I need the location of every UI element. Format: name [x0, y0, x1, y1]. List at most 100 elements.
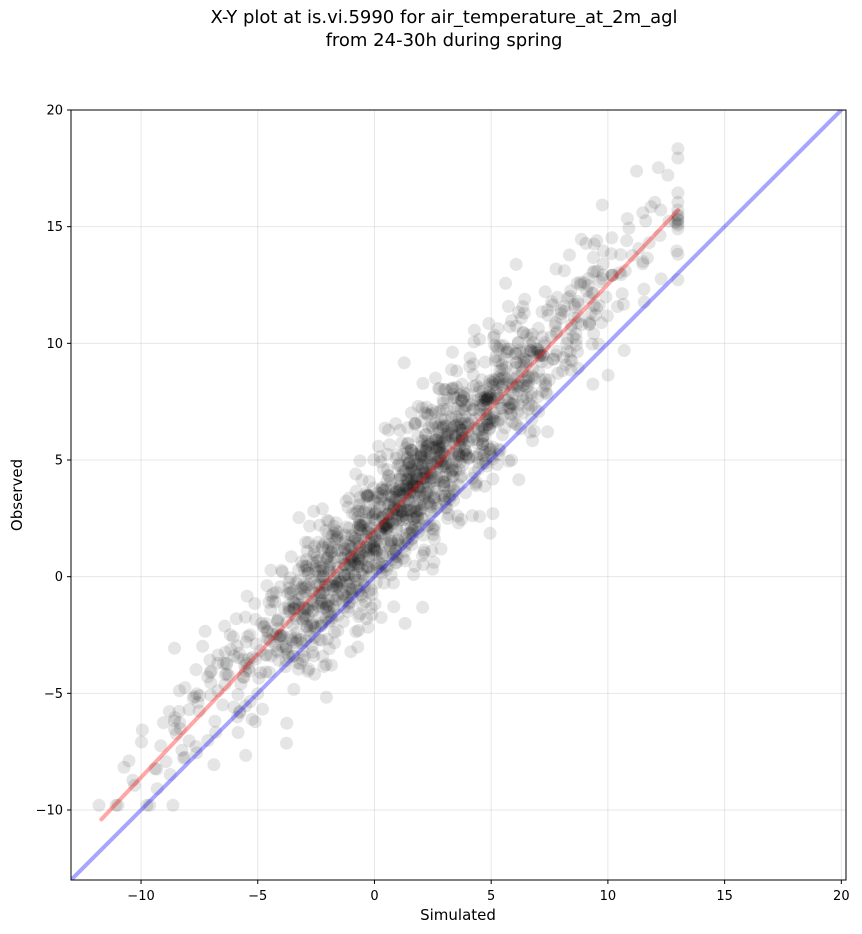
scatter-point: [482, 417, 496, 431]
scatter-point: [389, 509, 402, 523]
scatter-point: [614, 248, 628, 262]
scatter-point: [166, 798, 180, 812]
scatter-point: [308, 575, 322, 589]
scatter-point: [364, 532, 378, 545]
scatter-point: [438, 449, 452, 463]
scatter-point: [316, 541, 330, 555]
scatter-point: [375, 527, 389, 541]
scatter-point: [364, 542, 378, 556]
scatter-point: [414, 444, 428, 458]
scatter-point: [654, 203, 668, 217]
scatter-point: [418, 472, 432, 486]
scatter-point: [525, 413, 539, 426]
scatter-point: [173, 716, 187, 730]
scatter-point: [382, 469, 396, 483]
scatter-point: [387, 600, 401, 614]
scatter-point: [369, 507, 383, 521]
scatter-point: [471, 433, 485, 447]
scatter-point: [408, 473, 422, 487]
scatter-point: [405, 473, 419, 486]
scatter-point: [148, 762, 162, 776]
scatter-point: [452, 478, 465, 492]
scatter-point: [521, 402, 535, 416]
scatter-point: [316, 572, 330, 586]
scatter-point: [310, 578, 324, 592]
scatter-point: [196, 639, 210, 653]
scatter-point: [333, 544, 347, 558]
scatter-point: [307, 547, 321, 561]
scatter-point: [419, 440, 433, 454]
scatter-point: [440, 425, 454, 439]
scatter-point: [348, 557, 362, 571]
scatter-point: [522, 371, 535, 385]
scatter-point: [513, 380, 527, 394]
scatter-point: [322, 578, 336, 592]
scatter-point: [352, 498, 366, 512]
scatter-point: [386, 517, 400, 531]
scatter-point: [403, 455, 417, 469]
scatter-point: [278, 660, 292, 674]
scatter-point: [288, 602, 301, 616]
scatter-point: [466, 449, 480, 463]
scatter-point: [519, 344, 533, 358]
scatter-point: [526, 362, 540, 376]
scatter-point: [345, 550, 359, 564]
scatter-point: [379, 517, 393, 531]
scatter-point: [346, 554, 360, 568]
scatter-point: [182, 734, 196, 748]
scatter-point: [401, 483, 415, 497]
scatter-point: [393, 459, 407, 473]
scatter-point: [173, 722, 187, 736]
scatter-point: [445, 345, 459, 359]
scatter-point: [381, 463, 394, 476]
scatter-point: [352, 550, 366, 563]
scatter-point: [414, 450, 428, 464]
scatter-point: [424, 472, 438, 486]
scatter-point: [596, 257, 610, 271]
scatter-point: [370, 545, 384, 559]
scatter-point: [551, 366, 565, 380]
scatter-point: [381, 507, 395, 521]
scatter-point: [348, 530, 362, 544]
scatter-point: [488, 338, 502, 352]
scatter-point: [648, 195, 662, 209]
scatter-point: [485, 379, 499, 393]
scatter-point: [332, 575, 346, 589]
scatter-point: [413, 490, 427, 504]
scatter-point: [326, 579, 339, 593]
scatter-point: [378, 507, 392, 521]
scatter-point: [564, 322, 578, 336]
scatter-point: [178, 681, 192, 695]
scatter-point: [351, 640, 365, 654]
scatter-point: [411, 430, 425, 443]
scatter-point: [389, 451, 403, 465]
scatter-point: [504, 408, 518, 421]
scatter-point: [361, 554, 375, 568]
scatter-point: [286, 618, 300, 632]
scatter-point: [401, 436, 415, 450]
scatter-point: [261, 625, 275, 639]
scatter-point: [420, 467, 434, 481]
scatter-point: [561, 332, 575, 346]
scatter-point: [330, 577, 344, 591]
x-axis-label: Simulated: [420, 906, 496, 924]
scatter-point: [384, 533, 398, 547]
scatter-point: [328, 533, 342, 547]
scatter-point: [524, 386, 538, 400]
scatter-point: [405, 463, 418, 477]
scatter-point: [406, 479, 420, 493]
scatter-point: [480, 393, 494, 407]
scatter-point: [220, 656, 233, 670]
scatter-point: [590, 264, 604, 278]
scatter-point: [239, 748, 253, 762]
scatter-point: [173, 684, 186, 698]
scatter-point: [353, 497, 367, 511]
scatter-point: [587, 299, 601, 313]
scatter-point: [479, 456, 493, 470]
scatter-point: [492, 372, 506, 386]
scatter-point: [466, 379, 480, 393]
scatter-point: [439, 468, 453, 482]
scatter-point: [662, 214, 676, 228]
scatter-point: [516, 379, 530, 392]
scatter-point: [157, 716, 170, 730]
